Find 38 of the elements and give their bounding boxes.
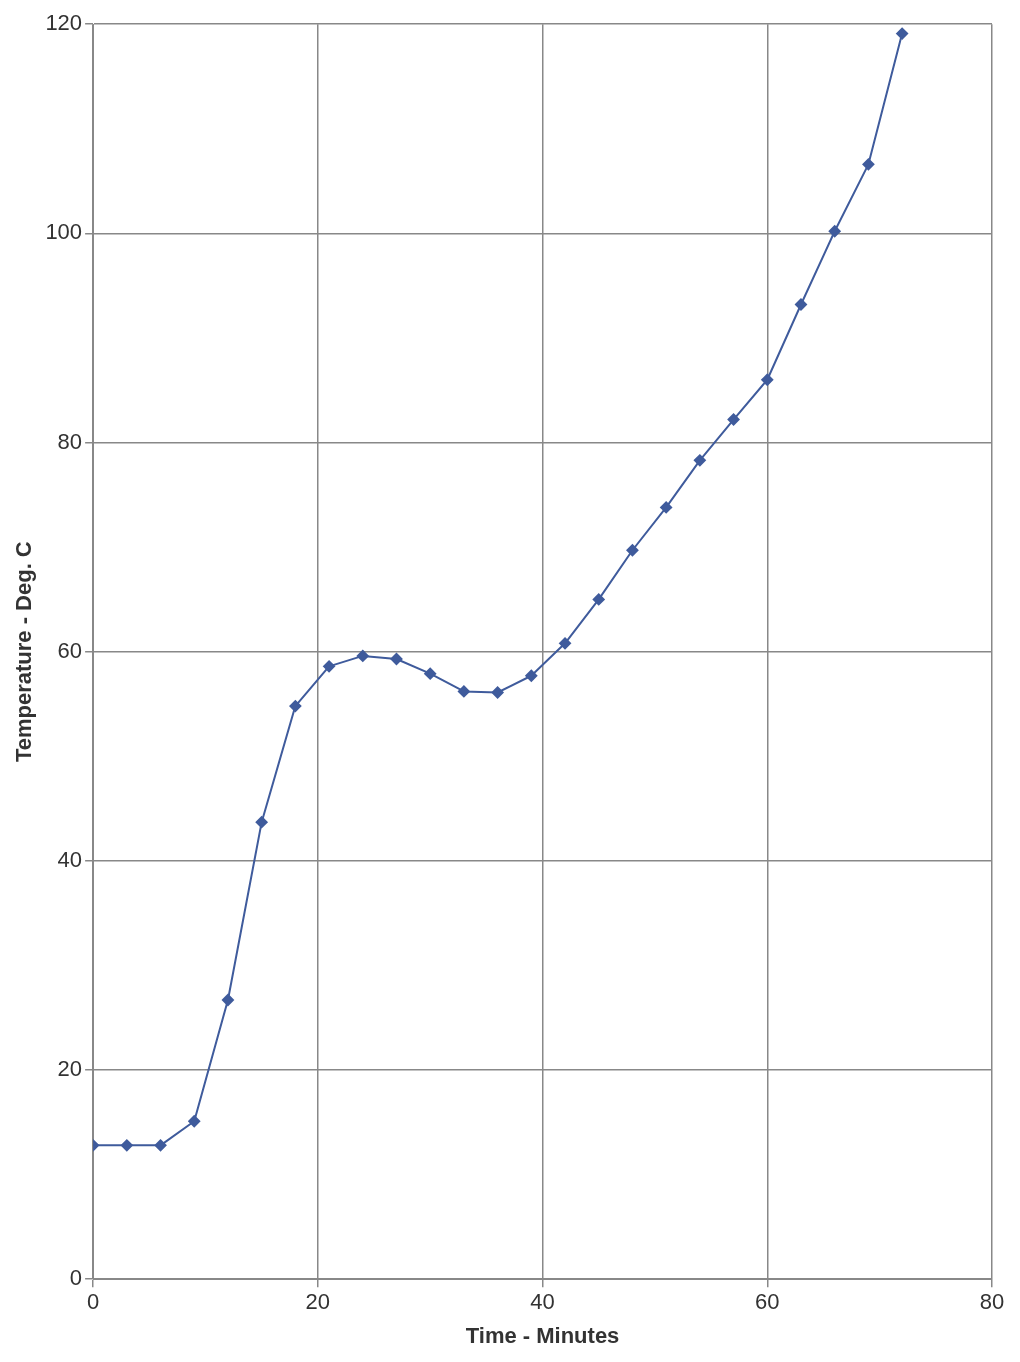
point [457, 685, 470, 698]
x-tick-label: 60 [755, 1289, 780, 1315]
point [761, 373, 774, 386]
y-tick-label: 80 [57, 428, 83, 454]
point [289, 700, 302, 713]
point [828, 225, 841, 238]
point [559, 637, 572, 650]
point [525, 669, 538, 682]
point [727, 413, 740, 426]
point [154, 1139, 167, 1152]
point [660, 501, 673, 514]
point [693, 454, 706, 467]
y-tick-label: 0 [69, 1265, 83, 1291]
point [221, 993, 234, 1006]
point [896, 27, 909, 40]
point [424, 667, 437, 680]
y-tick-label: 120 [45, 10, 83, 36]
point [255, 816, 268, 829]
y-tick-label: 100 [45, 219, 83, 245]
point [120, 1139, 133, 1152]
point [188, 1115, 201, 1128]
point [323, 660, 336, 673]
x-tick-label: 0 [86, 1289, 100, 1315]
point [356, 649, 369, 662]
y-tick-label: 60 [57, 637, 83, 663]
y-axis-title: Temperature - Deg. C [11, 541, 37, 763]
y-tick-label: 20 [57, 1056, 83, 1082]
point [390, 653, 403, 666]
point [862, 158, 875, 171]
x-tick-label: 20 [305, 1289, 331, 1315]
x-axis-title: Time - Minutes [465, 1322, 620, 1348]
x-tick-label: 40 [530, 1289, 555, 1315]
point [491, 686, 504, 699]
x-tick-label: 80 [979, 1289, 1005, 1315]
y-tick-label: 40 [57, 846, 83, 872]
point [794, 298, 807, 311]
point [592, 593, 605, 606]
point [626, 544, 639, 557]
